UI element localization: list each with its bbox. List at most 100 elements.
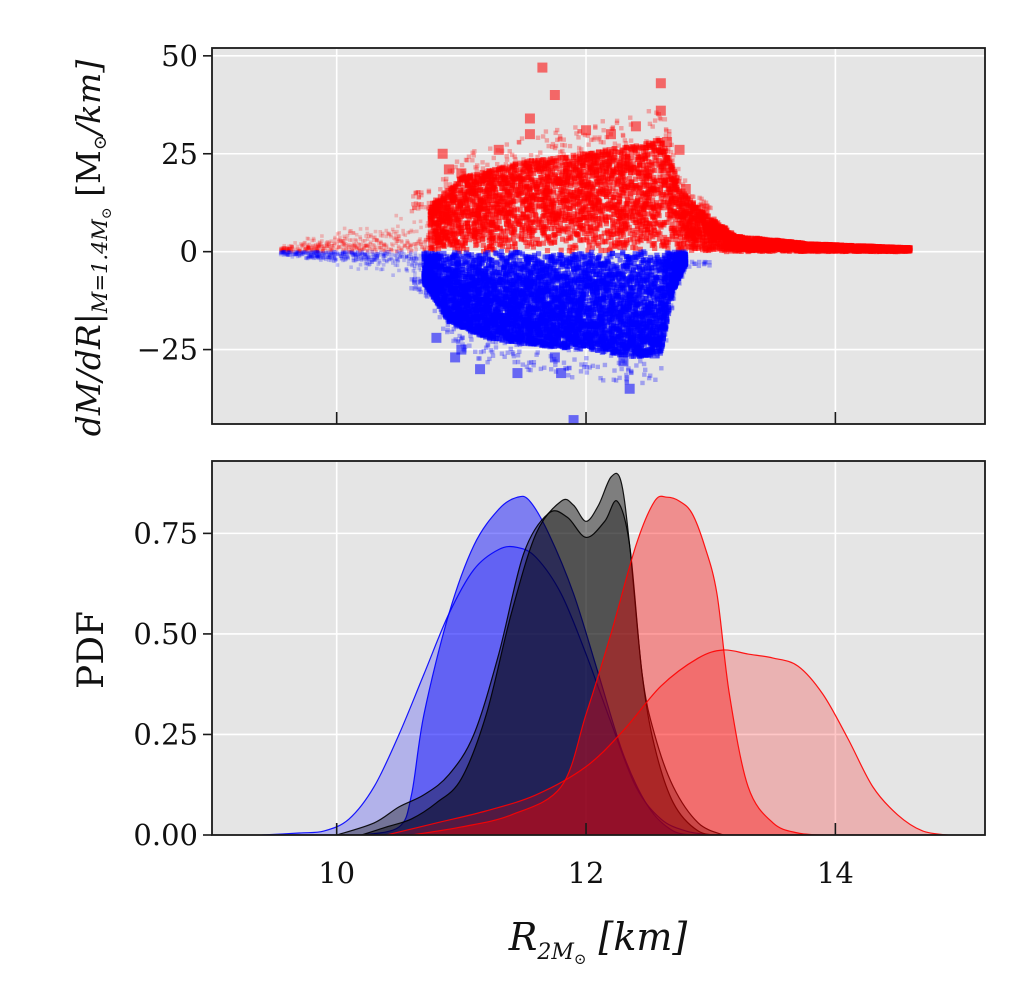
scatter-point (570, 215, 577, 221)
scatter-point (445, 207, 452, 213)
scatter-point (678, 246, 684, 252)
scatter-point (627, 169, 633, 176)
scatter-point (532, 208, 538, 214)
scatter-point (427, 229, 433, 235)
scatter-point (622, 167, 628, 174)
scatter-point (786, 238, 792, 245)
scatter-point (643, 175, 649, 181)
scatter-point (843, 248, 849, 254)
scatter-point (651, 167, 657, 174)
scatter-point (643, 235, 649, 241)
scatter-point (475, 206, 482, 213)
scatter-point (566, 213, 573, 219)
scatter-point (580, 169, 586, 175)
scatter-point (667, 190, 673, 196)
scatter-point (465, 182, 471, 188)
scatter-point (661, 179, 668, 186)
scatter-point (533, 240, 539, 246)
scatter-point (524, 194, 530, 200)
scatter-point (609, 191, 615, 198)
scatter-point (627, 237, 633, 243)
scatter-point (643, 172, 649, 178)
scatter-point (532, 177, 538, 183)
scatter-point (542, 201, 549, 207)
scatter-point (625, 155, 631, 161)
scatter-point (685, 243, 691, 250)
scatter-point (510, 235, 516, 241)
scatter-point (672, 201, 678, 208)
scatter-point (524, 184, 530, 190)
scatter-point (552, 183, 559, 189)
scatter-point (687, 199, 693, 206)
scatter-point (472, 227, 478, 234)
scatter-point (621, 157, 627, 163)
scatter-point (617, 216, 623, 222)
scatter-point (780, 242, 786, 248)
scatter-point (508, 171, 514, 178)
scatter-point (538, 203, 544, 209)
scatter-point (536, 241, 542, 247)
scatter-point (449, 224, 455, 230)
scatter-point (552, 234, 558, 240)
scatter-point (563, 217, 569, 223)
scatter-point (465, 227, 471, 234)
scatter-point (520, 177, 526, 183)
scatter-point (459, 241, 465, 247)
scatter-point (493, 189, 499, 196)
scatter-point (523, 239, 529, 245)
scatter-point (538, 174, 545, 181)
scatter-point (620, 242, 627, 248)
scatter-point (682, 245, 688, 251)
scatter-point (559, 179, 566, 185)
scatter-point (453, 231, 459, 237)
scatter-point (635, 226, 641, 232)
scatter-point (629, 155, 635, 161)
scatter-point (608, 204, 614, 210)
scatter-point (595, 175, 601, 181)
scatter-point (453, 224, 459, 230)
scatter-point (584, 153, 590, 160)
scatter-point (555, 193, 561, 199)
scatter-point (618, 224, 625, 230)
scatter-point (630, 244, 636, 251)
scatter-point (540, 187, 546, 194)
scatter-point (620, 190, 626, 196)
scatter-point (655, 191, 661, 197)
scatter-point (610, 217, 616, 223)
scatter-point (573, 221, 579, 227)
scatter-point (588, 224, 594, 231)
scatter-point (651, 227, 657, 234)
scatter-point (690, 202, 697, 208)
scatter-point (568, 179, 574, 185)
scatter-point (616, 240, 623, 246)
scatter-point (684, 207, 690, 213)
scatter-point (506, 206, 512, 212)
scatter-point (486, 169, 493, 175)
scatter-point (627, 159, 633, 165)
scatter-point (450, 188, 457, 194)
scatter-point (666, 176, 672, 182)
scatter-point (623, 193, 629, 199)
scatter-point (564, 229, 570, 235)
scatter-point (616, 219, 622, 225)
scatter-point (527, 217, 533, 223)
scatter-point (444, 194, 450, 200)
scatter-point (596, 234, 602, 240)
scatter-point (527, 183, 533, 189)
scatter-point (474, 241, 480, 247)
scatter-point (590, 216, 596, 222)
scatter-point (641, 183, 647, 190)
scatter-point (493, 212, 499, 218)
scatter-point (571, 211, 577, 217)
scatter-point (506, 215, 512, 221)
scatter-point (572, 179, 579, 185)
scatter-point (656, 158, 662, 164)
scatter-point (428, 237, 434, 243)
scatter-point (593, 235, 599, 241)
scatter-point (637, 246, 643, 252)
scatter-point (466, 217, 472, 223)
scatter-point (443, 212, 449, 218)
scatter-point (475, 237, 482, 243)
scatter-point (441, 191, 447, 197)
scatter-point (434, 236, 441, 243)
